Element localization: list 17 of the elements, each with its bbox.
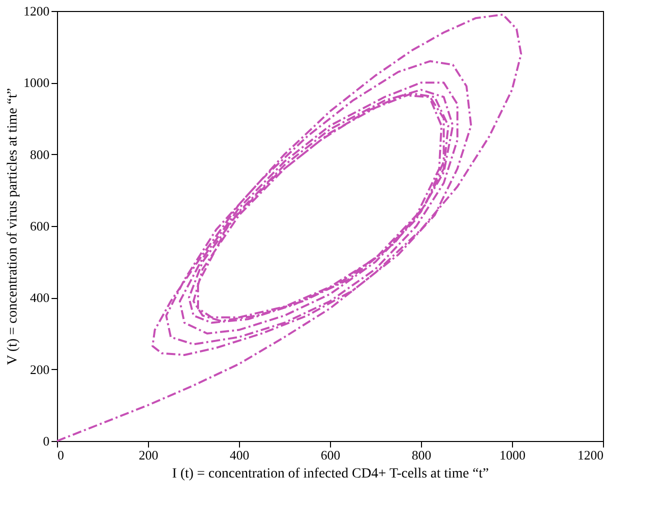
line-series [56, 14, 522, 442]
y-axis-title: V (t) = concentration of virus particles at time “t” [6, 88, 20, 366]
y-tick-label: 200 [30, 362, 50, 377]
x-tick-label: 1200 [578, 448, 604, 462]
x-tick-label: 0 [58, 448, 64, 462]
y-tick-label: 400 [30, 290, 50, 306]
y-tick-label: 600 [30, 218, 50, 234]
x-tick-label: 400 [230, 448, 250, 462]
y-tick-label: 800 [30, 146, 50, 162]
x-tick-label: 200 [138, 448, 158, 462]
y-tick-label: 0 [43, 434, 50, 448]
x-tick-label: 800 [412, 448, 432, 462]
x-axis-title: I (t) = concentration of infected CD4+ T-cells at time “t” [172, 466, 489, 482]
x-tick-label: 600 [320, 448, 340, 462]
x-tick-label: 1000 [500, 448, 526, 462]
y-tick-label: 1200 [24, 4, 50, 18]
y-tick-label: 1000 [24, 75, 50, 90]
